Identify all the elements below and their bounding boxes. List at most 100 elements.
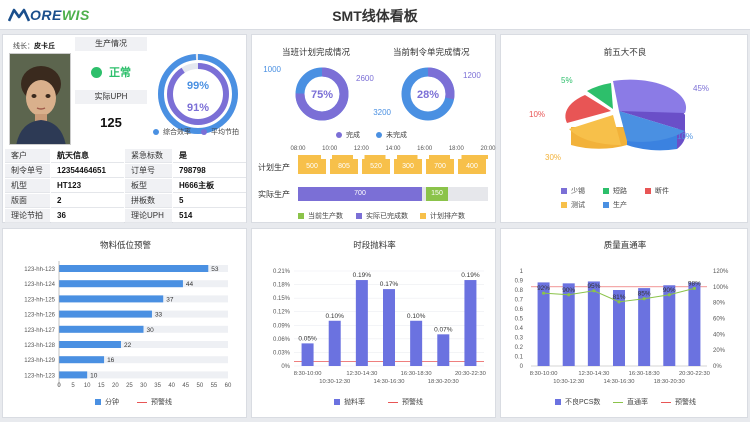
time-tick: 12:00 xyxy=(353,146,369,152)
y-left-tick-label: 0.1 xyxy=(515,355,524,361)
info-value: 12354464651 xyxy=(51,164,124,178)
throw-bar xyxy=(383,289,395,366)
label-5: 5% xyxy=(561,76,573,85)
x-tick-label: 5 xyxy=(71,383,75,389)
quality-panel: 质量直通率 1 0.9 0.8 0.7 0.6 0.5 0.4 0.3 0.2 0.1 0 120% 1… xyxy=(500,228,748,418)
plan-segment: 400 xyxy=(458,159,486,174)
x-tick-label: 25 xyxy=(126,383,133,389)
throw-legend-warning: 预警线 xyxy=(388,397,423,407)
defect-legend-2: 断件 xyxy=(645,186,669,196)
plan-completion-panel: 当班计划完成情况 当前制令单完成情况 75% 1000 2600 28% 120… xyxy=(251,34,496,223)
x-tick-label: 55 xyxy=(211,383,218,389)
defect-legend-1: 短路 xyxy=(603,186,627,196)
category-label: 123-hh-123 xyxy=(24,373,55,379)
bar-value-label: 16 xyxy=(107,357,115,364)
bar-legend-done: 实际已完成数 xyxy=(356,211,408,221)
defect-bar xyxy=(562,283,575,366)
x-tick-label: 10 xyxy=(84,383,91,389)
info-value: 36 xyxy=(51,209,124,223)
status-title: 生产情况 xyxy=(75,37,147,51)
plan-segment: 300 xyxy=(394,159,422,174)
donut-legend-done: 完成 xyxy=(336,130,360,140)
throw-bar-chart: 0.21% 0.18% 0.15% 0.12% 0.09% 0.06% 0.03% 0% 0.0… xyxy=(273,269,486,385)
shift-plan-title: 当班计划完成情况 xyxy=(282,47,351,57)
balance-arc xyxy=(167,63,229,125)
rate-label: 81% xyxy=(612,294,625,301)
x-tick-label: 20:30-22:30 xyxy=(455,371,486,377)
bar-value-label: 44 xyxy=(186,281,194,288)
rate-point xyxy=(592,289,596,293)
label-10b: 10% xyxy=(677,132,693,141)
x-tick-label: 45 xyxy=(182,383,189,389)
defect-legend-3: 测试 xyxy=(561,200,585,210)
bar-value-label: 0.10% xyxy=(407,313,426,320)
info-key: 制令单号 xyxy=(5,164,50,178)
material-bar-chart: 53 123-hh-123 44 123-hh-124 37 123-hh-125 33 12… xyxy=(24,261,232,389)
plan-row-label: 计划生产 xyxy=(258,163,290,172)
slice-30 xyxy=(569,115,621,146)
actual-current-bar: 150 xyxy=(426,187,448,201)
bar-value-label: 0.05% xyxy=(298,335,317,342)
top-defects-panel: 前五大不良 45% 10% 30% 10% 5% 少锡 短路 断件 测试 生产 xyxy=(500,34,748,223)
bar-value-label: 37 xyxy=(166,296,174,303)
quality-bar-chart: 1 0.9 0.8 0.7 0.6 0.5 0.4 0.3 0.2 0.1 0 120% 100% 80%… xyxy=(515,269,729,385)
material-bar xyxy=(59,325,144,333)
bar-value-label: 33 xyxy=(155,312,163,319)
rate-label: 98% xyxy=(688,280,701,287)
status-text: 正常 xyxy=(109,67,131,79)
plan-segment: 500 xyxy=(298,159,326,174)
material-legend-minutes: 分钟 xyxy=(95,397,119,407)
defect-bar xyxy=(663,285,676,366)
donut1-done-label: 2600 xyxy=(356,74,374,83)
y-right-tick-label: 120% xyxy=(713,269,729,275)
info-key: 机型 xyxy=(5,179,50,193)
brand-logo: OREWIS xyxy=(8,6,90,24)
child-portrait-icon xyxy=(10,54,70,144)
y-right-tick-label: 0% xyxy=(713,364,722,370)
rate-point xyxy=(617,300,621,304)
bar-track xyxy=(59,341,228,348)
logo-mark-icon xyxy=(8,8,30,22)
efficiency-arc xyxy=(158,54,238,134)
info-value: 是 xyxy=(173,149,246,163)
y-left-tick-label: 0.7 xyxy=(515,298,524,304)
defect-bar xyxy=(587,281,600,366)
x-tick-label: 14:30-16:30 xyxy=(604,379,635,385)
bar-value-label: 0.19% xyxy=(461,272,480,279)
rate-point xyxy=(642,297,646,301)
label-45: 45% xyxy=(693,84,709,93)
x-tick-label: 10:30-12:30 xyxy=(553,379,584,385)
bar-value-label: 0.17% xyxy=(380,281,399,288)
gauge-legend-balance: 平均节拍 xyxy=(201,127,239,137)
rate-label: 90% xyxy=(562,287,575,294)
quality-legend-rate: 直通率 xyxy=(613,397,648,407)
slice-45-top xyxy=(613,79,687,113)
category-label: 123-hh-125 xyxy=(24,297,55,303)
quality-title: 质量直通率 xyxy=(603,240,647,250)
x-tick-label: 8:30-10:00 xyxy=(530,371,558,377)
material-bar xyxy=(59,280,183,288)
category-label: 123-hh-128 xyxy=(24,343,55,349)
x-tick-label: 15 xyxy=(98,383,105,389)
x-tick-label: 16:30-18:30 xyxy=(629,371,660,377)
slice-10 xyxy=(565,95,611,123)
leader-avatar xyxy=(9,53,71,145)
bar-value-label: 22 xyxy=(124,342,132,349)
efficiency-gauge: 99% 91% xyxy=(158,54,238,134)
bar-value-label: 0.10% xyxy=(325,313,344,320)
donut2-done xyxy=(401,67,455,121)
bar-track xyxy=(59,356,228,364)
rate-point xyxy=(567,293,571,297)
category-label: 123-hh-129 xyxy=(24,358,55,364)
material-title: 物料低位预警 xyxy=(99,240,151,250)
uph-title: 实际UPH xyxy=(75,90,147,104)
x-tick-label: 0 xyxy=(57,383,61,389)
y-right-tick-label: 80% xyxy=(713,301,726,307)
throw-legend-rate: 抛料率 xyxy=(334,397,365,407)
time-scale-bar xyxy=(298,155,488,159)
bar-value-label: 0.19% xyxy=(353,272,372,279)
balance-value: 91% xyxy=(187,102,209,114)
y-right-tick-label: 60% xyxy=(713,317,726,323)
material-bar xyxy=(59,295,164,303)
leader-name: 皮卡丘 xyxy=(34,43,55,50)
